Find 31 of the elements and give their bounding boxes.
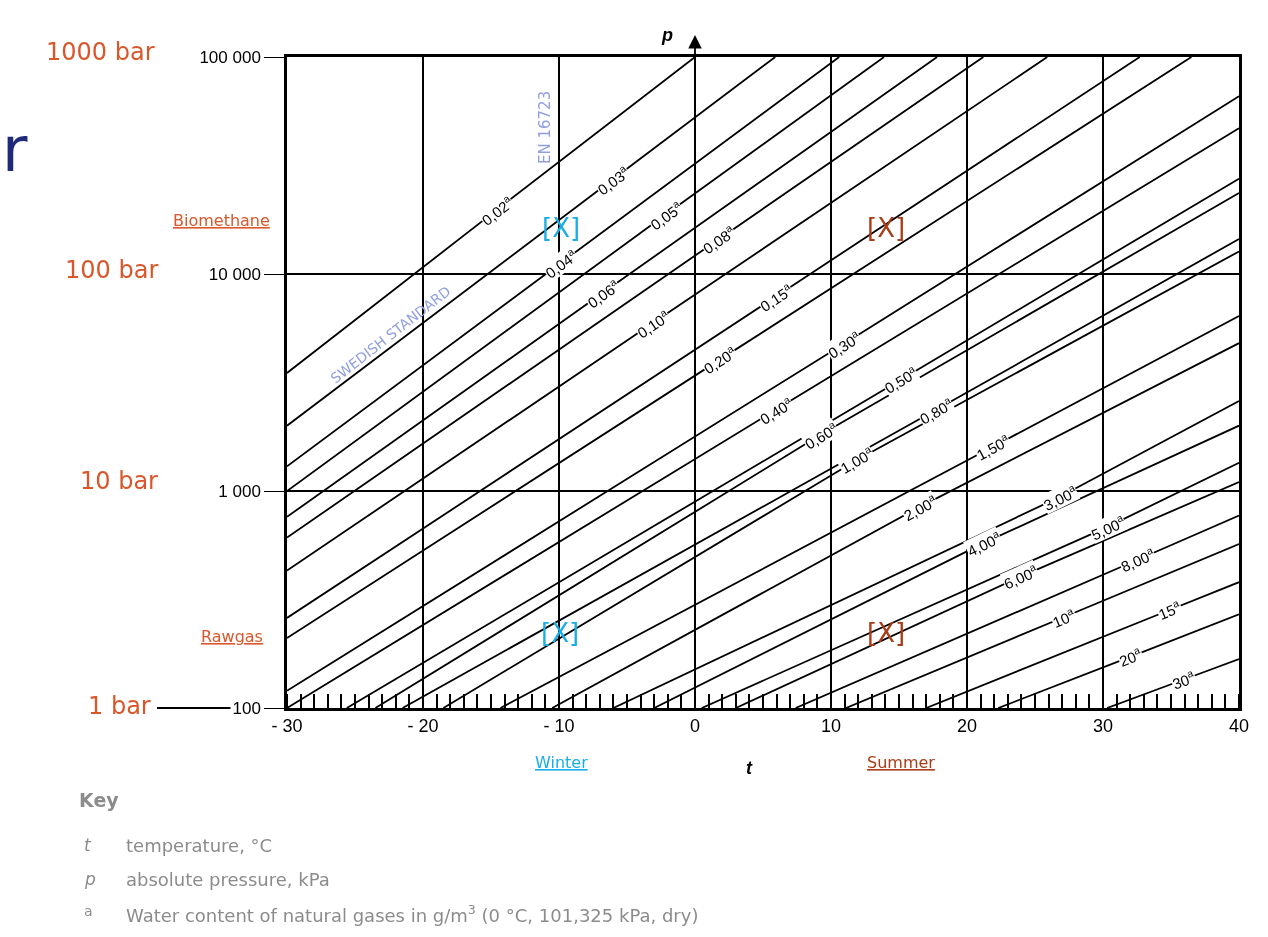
text: r — [2, 113, 28, 186]
text: t — [84, 835, 92, 855]
x-tick-label: - 10 — [543, 716, 575, 737]
x-tick-label: 10 — [820, 716, 842, 737]
annotation: EN 16723 — [536, 90, 554, 164]
text: Summer — [867, 753, 936, 772]
y-tick-label: 100 — [232, 698, 261, 718]
text: p — [84, 869, 96, 889]
text: absolute pressure, kPa — [126, 869, 330, 890]
text: Water content of natural gases in g/m$^{3}$ (0 °C, 101,325 kPa, dry) — [126, 902, 699, 926]
x-tick-label: 30 — [1092, 716, 1114, 737]
x-tick-label: 0 — [689, 716, 701, 737]
text: 1 bar — [88, 692, 151, 720]
x-tick-label: - 20 — [407, 716, 439, 737]
text: Rawgas — [201, 627, 263, 646]
y-tick-label: 100 000 — [199, 47, 261, 67]
text: Winter — [535, 753, 589, 772]
x-axis-title: t — [746, 758, 753, 778]
text: temperature, °C — [126, 835, 273, 856]
text: a — [84, 903, 93, 919]
x-tick-label: 40 — [1228, 716, 1250, 737]
y-tick-label: 1 000 — [218, 481, 261, 501]
text: 10 bar — [80, 467, 159, 495]
text: Key — [79, 789, 120, 811]
y-axis-title: p — [661, 25, 673, 45]
x-tick-label: 20 — [956, 716, 978, 737]
text: 100 bar — [65, 256, 159, 284]
text: Biomethane — [173, 211, 270, 230]
x-tick-label: - 30 — [271, 716, 303, 737]
y-tick-label: 10 000 — [208, 264, 261, 284]
text: 1000 bar — [46, 38, 155, 66]
